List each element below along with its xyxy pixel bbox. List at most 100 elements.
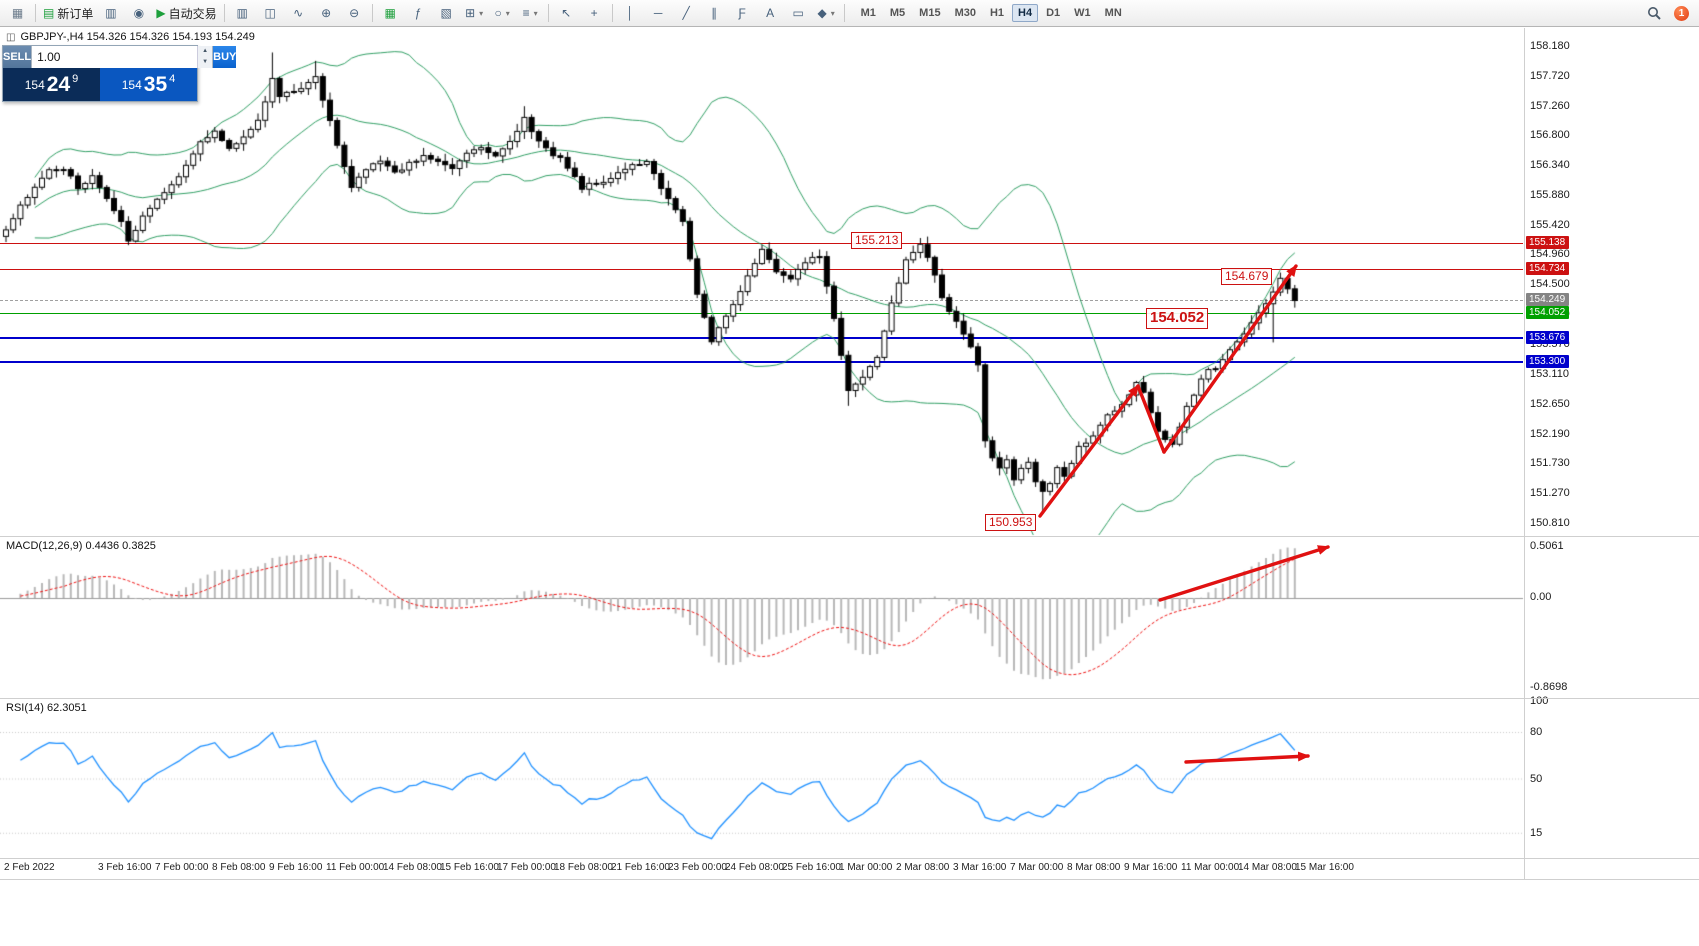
new-chart-icon: ▥ (105, 6, 117, 20)
hline-154.734[interactable] (0, 269, 1523, 271)
templates-icon: ≡ (522, 6, 530, 20)
candlestick-button[interactable]: ◫ (257, 3, 284, 24)
zoom-out-button[interactable]: ⊖ (341, 3, 368, 24)
price-axis[interactable] (1524, 28, 1699, 879)
timeframe-D1[interactable]: D1 (1046, 7, 1061, 19)
panel-divider[interactable] (0, 536, 1699, 537)
toolbar-separator (35, 4, 36, 22)
chevron-down-icon: ▾ (505, 8, 510, 18)
line-chart-button[interactable]: ∿ (285, 3, 312, 24)
text-icon: A (766, 6, 775, 20)
hline-153.676[interactable] (0, 336, 1523, 339)
indicators-button[interactable]: ƒ (405, 3, 432, 24)
time-label: 17 Feb 00:00 (497, 862, 556, 873)
timeframe-H1[interactable]: H1 (989, 7, 1005, 19)
price-annotation-150.953[interactable]: 150.953 (985, 514, 1037, 531)
buy-button[interactable]: BUY (213, 46, 237, 68)
horizontal-line-icon: ─ (653, 6, 663, 20)
horizontal-line-button[interactable]: ─ (645, 3, 672, 24)
time-label: 9 Mar 16:00 (1124, 862, 1178, 873)
axis-border (1524, 28, 1525, 879)
chart-plot-area[interactable] (0, 28, 1524, 536)
price-tag-154.052[interactable]: 154.052 (1526, 306, 1569, 320)
periods-button[interactable]: ○ ▾ (489, 3, 516, 24)
rsi-panel[interactable] (0, 699, 1524, 858)
timeframe-M15[interactable]: M15 (919, 7, 941, 19)
bar-chart-button[interactable]: ▥ (229, 3, 256, 24)
templates-button[interactable]: ≡ ▾ (517, 3, 544, 24)
profiles-button[interactable]: ◉ (125, 3, 152, 24)
ask-point: 4 (169, 72, 176, 85)
line-chart-icon: ∿ (293, 6, 304, 20)
text-button[interactable]: A (757, 3, 784, 24)
notification-badge[interactable]: 1 (1674, 5, 1689, 21)
timeframe-M30[interactable]: M30 (954, 7, 976, 19)
tile-windows-icon: ▦ (384, 6, 396, 20)
price-annotation-154.052[interactable]: 154.052 (1146, 308, 1209, 329)
zoom-in-button[interactable]: ⊕ (313, 3, 340, 24)
timeframe-MN[interactable]: MN (1104, 7, 1122, 19)
price-tag-154.734[interactable]: 154.734 (1526, 262, 1569, 276)
timeframe-W1[interactable]: W1 (1074, 7, 1091, 19)
time-label: 7 Mar 00:00 (1010, 862, 1064, 873)
add-indicator-icon: ⊞ (465, 6, 476, 20)
toolbar-separator (843, 4, 845, 22)
toolbar: ▦ ▤ 新订单 ▥ ◉ ▶ 自动交易 ▥ ◫ ∿ ⊕ ⊖ ▦ ƒ ▧ ⊞ ▾ ○ ▾… (0, 0, 1699, 27)
ask-price-panel[interactable]: 154 35 4 (100, 68, 197, 101)
time-label: 2 Feb 2022 (4, 862, 55, 873)
panel-divider[interactable] (0, 698, 1699, 699)
volume-input[interactable] (32, 46, 198, 68)
shapes-button[interactable]: ◆ ▾ (813, 3, 840, 24)
profiles-icon: ◉ (133, 6, 145, 20)
price-tag-154.249[interactable]: 154.249 (1526, 293, 1569, 307)
hline-154.052[interactable] (0, 313, 1523, 315)
fibonacci-button[interactable]: Ƒ (729, 3, 756, 24)
trendline-button[interactable]: ╱ (673, 3, 700, 24)
price-tag-153.676[interactable]: 153.676 (1526, 330, 1569, 344)
timeframe-H4[interactable]: H4 (1012, 4, 1039, 22)
hline-153.3[interactable] (0, 360, 1523, 363)
spin-down-icon[interactable]: ▼ (198, 57, 213, 68)
time-label: 2 Mar 08:00 (896, 862, 950, 873)
indicator-window-button[interactable]: ▧ (433, 3, 460, 24)
tile-windows-button[interactable]: ▦ (377, 3, 404, 24)
autotrade-button[interactable]: ▶ 自动交易 (153, 3, 219, 24)
symbol-ohlc-line: ◫ GBPJPY-,H4 154.326 154.326 154.193 154… (6, 31, 255, 43)
crosshair-button[interactable]: + (581, 3, 608, 24)
y-axis-label: 154.500 (1530, 278, 1570, 291)
y-axis-label: 157.720 (1530, 69, 1570, 82)
volume-stepper[interactable]: ▲ ▼ (197, 46, 213, 68)
vertical-line-button[interactable]: │ (617, 3, 644, 24)
toolbar-separator (371, 4, 373, 22)
bid-price-panel[interactable]: 154 24 9 (3, 68, 100, 101)
timeframe-M1[interactable]: M1 (860, 7, 876, 19)
window-menu-button[interactable]: ▦ (4, 3, 31, 24)
time-label: 24 Feb 08:00 (725, 862, 784, 873)
channel-button[interactable]: ∥ (701, 3, 728, 24)
macd-panel[interactable] (0, 537, 1524, 698)
y-axis-label: 153.110 (1530, 368, 1569, 381)
price-tag-155.138[interactable]: 155.138 (1526, 235, 1569, 249)
channel-icon: ∥ (711, 6, 718, 20)
hline-155.138[interactable] (0, 242, 1523, 244)
macd-axis-max: 0.5061 (1530, 540, 1564, 552)
y-axis-label: 152.650 (1530, 397, 1570, 410)
rsi-axis-label: 100 (1530, 695, 1549, 707)
new-order-button[interactable]: ▤ 新订单 (40, 3, 96, 24)
timeframe-M5[interactable]: M5 (889, 7, 906, 19)
hline-154.249[interactable] (0, 300, 1523, 302)
price-tag-153.300[interactable]: 153.300 (1526, 354, 1569, 368)
time-label: 3 Mar 16:00 (953, 862, 1007, 873)
chart-icon: ◫ (6, 31, 16, 43)
new-chart-button[interactable]: ▥ (97, 3, 124, 24)
price-annotation-155.213[interactable]: 155.213 (851, 232, 903, 249)
text-label-button[interactable]: ▭ (785, 3, 812, 24)
add-indicator-button[interactable]: ⊞ ▾ (461, 3, 488, 24)
search-button[interactable] (1643, 3, 1665, 24)
bid-pips: 24 (46, 72, 71, 96)
price-annotation-154.679[interactable]: 154.679 (1221, 268, 1273, 285)
cursor-button[interactable]: ↖ (553, 3, 580, 24)
spin-up-icon[interactable]: ▲ (198, 46, 213, 57)
sell-button[interactable]: SELL (3, 46, 32, 68)
bar-chart-icon: ▥ (236, 6, 248, 20)
